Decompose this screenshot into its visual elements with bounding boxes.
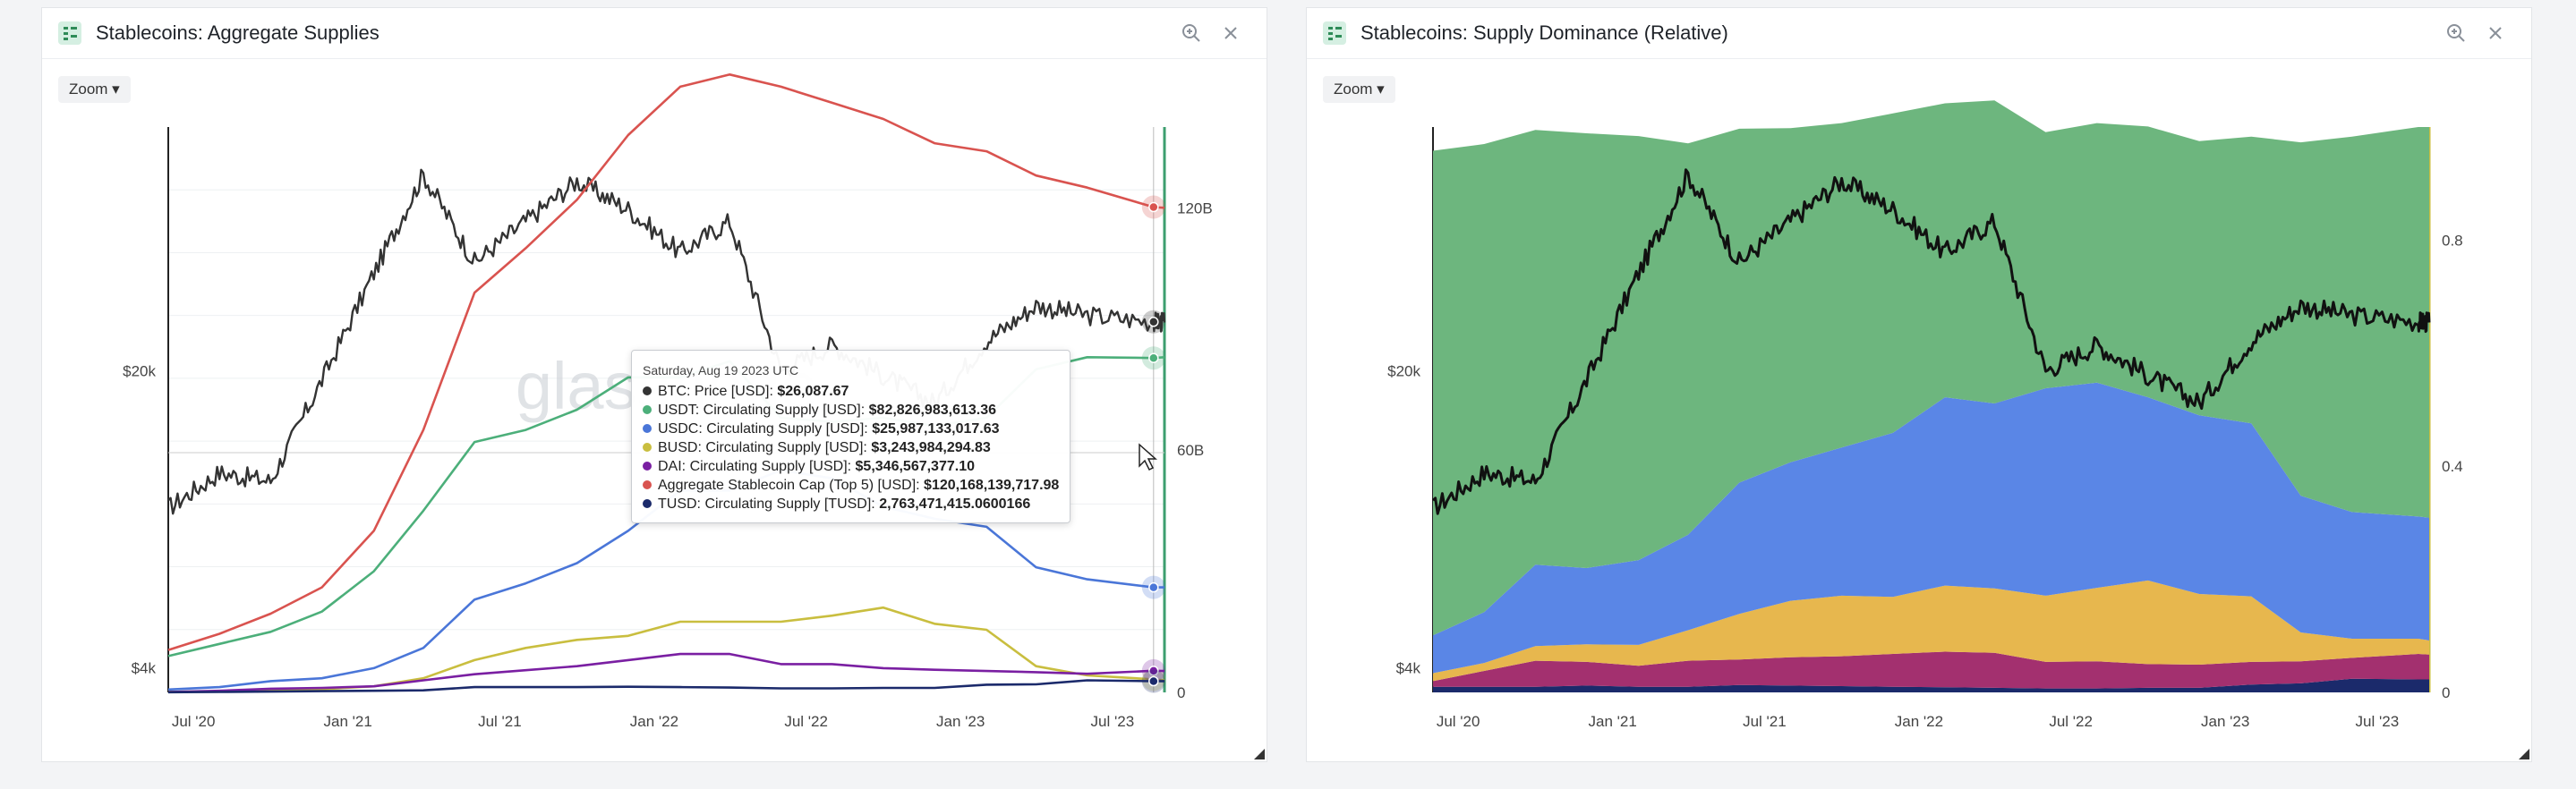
hover-marker [1148, 201, 1159, 213]
btc-price-line [1431, 168, 2431, 515]
left-tick-label: $4k [132, 659, 157, 676]
chart-panel-aggregate-supplies: Stablecoins: Aggregate Supplies Zoom ▾ g… [41, 7, 1267, 762]
left-tick-label: $4k [1396, 659, 1421, 676]
series-dot-icon [643, 405, 652, 414]
series-line [167, 73, 1165, 651]
area-series [1433, 382, 2429, 674]
hover-marker [1148, 352, 1159, 363]
right-tick-label: 0.8 [2442, 232, 2463, 249]
tooltip-label: USDC: Circulating Supply [USD]: [658, 421, 873, 437]
tooltip-value: $25,987,133,017.63 [872, 421, 1000, 437]
x-tick-label: Jul '21 [478, 713, 522, 730]
mouse-cursor-icon [1139, 443, 1157, 471]
x-tick-label: Jul '22 [784, 713, 828, 730]
close-icon[interactable] [2483, 21, 2508, 46]
hover-marker [1148, 675, 1159, 687]
chart-icon [58, 21, 81, 45]
panel-title: Stablecoins: Aggregate Supplies [96, 21, 380, 44]
zoom-in-icon[interactable] [2444, 21, 2469, 46]
tooltip-value: $26,087.67 [777, 384, 849, 399]
series-dot-icon [643, 499, 652, 508]
series-line [167, 679, 1165, 694]
resize-handle[interactable] [2519, 749, 2529, 759]
left-tick-label: $20k [123, 363, 156, 380]
tooltip-row: Aggregate Stablecoin Cap (Top 5) [USD]: … [643, 476, 1059, 495]
close-icon[interactable] [1218, 21, 1243, 46]
zoom-dropdown[interactable]: Zoom ▾ [1323, 76, 1395, 103]
x-tick-label: Jul '22 [2049, 713, 2093, 730]
x-tick-label: Jan '23 [2201, 713, 2249, 730]
chart-tooltip: Saturday, Aug 19 2023 UTC BTC: Price [US… [631, 350, 1071, 523]
tooltip-value: $120,168,139,717.98 [924, 478, 1060, 493]
tooltip-label: TUSD: Circulating Supply [TUSD]: [658, 496, 880, 512]
tooltip-label: Aggregate Stablecoin Cap (Top 5) [USD]: [658, 478, 925, 493]
x-tick-label: Jul '23 [1091, 713, 1135, 730]
x-tick-label: Jan '21 [324, 713, 372, 730]
right-tick-label: 0.4 [2442, 458, 2463, 475]
tooltip-date: Saturday, Aug 19 2023 UTC [643, 363, 799, 378]
x-tick-label: Jul '21 [1743, 713, 1787, 730]
tooltip-value: $3,243,984,294.83 [871, 440, 991, 455]
right-tick-label: 0 [2442, 684, 2450, 701]
tooltip-label: DAI: Circulating Supply [USD]: [658, 459, 856, 474]
series-dot-icon [643, 443, 652, 452]
x-tick-label: Jul '20 [1437, 713, 1480, 730]
tooltip-row: DAI: Circulating Supply [USD]: $5,346,56… [643, 457, 1059, 476]
chart-panel-supply-dominance: Stablecoins: Supply Dominance (Relative)… [1306, 7, 2532, 762]
panel-header: Stablecoins: Supply Dominance (Relative) [1307, 8, 2531, 59]
series-dot-icon [643, 424, 652, 433]
tooltip-row: TUSD: Circulating Supply [TUSD]: 2,763,4… [643, 495, 1059, 513]
x-tick-label: Jan '22 [1895, 713, 1943, 730]
left-tick-label: $20k [1387, 363, 1420, 380]
zoom-dropdown[interactable]: Zoom ▾ [58, 76, 131, 103]
zoom-in-icon[interactable] [1179, 21, 1204, 46]
resize-handle[interactable] [1254, 749, 1265, 759]
x-tick-label: Jan '21 [1589, 713, 1637, 730]
area-series [1433, 580, 2429, 682]
tooltip-row: USDT: Circulating Supply [USD]: $82,826,… [643, 401, 1059, 420]
tooltip-value: $5,346,567,377.10 [855, 459, 975, 474]
area-series [1433, 100, 2429, 636]
x-tick-label: Jul '20 [172, 713, 216, 730]
panel-header: Stablecoins: Aggregate Supplies [42, 8, 1267, 59]
tooltip-label: BUSD: Circulating Supply [USD]: [658, 440, 872, 455]
tooltip-row: USDC: Circulating Supply [USD]: $25,987,… [643, 420, 1059, 438]
series-dot-icon [643, 480, 652, 489]
x-tick-label: Jan '23 [936, 713, 985, 730]
right-tick-label: 120B [1177, 199, 1213, 216]
x-tick-label: Jul '23 [2356, 713, 2400, 730]
series-line [167, 652, 1165, 693]
tooltip-row: BUSD: Circulating Supply [USD]: $3,243,9… [643, 438, 1059, 457]
tooltip-value: $82,826,983,613.36 [868, 403, 996, 418]
tooltip-label: USDT: Circulating Supply [USD]: [658, 403, 869, 418]
series-dot-icon [643, 386, 652, 395]
hover-marker [1148, 317, 1159, 327]
hover-marker [1148, 666, 1159, 676]
tooltip-value: 2,763,471,415.0600166 [879, 496, 1031, 512]
series-dot-icon [643, 462, 652, 471]
hover-marker [1148, 581, 1159, 593]
x-tick-label: Jan '22 [630, 713, 678, 730]
area-series [1433, 678, 2429, 692]
right-tick-label: 0 [1177, 684, 1185, 701]
area-series [1433, 651, 2429, 689]
panel-title: Stablecoins: Supply Dominance (Relative) [1361, 21, 1728, 44]
series-line [167, 168, 1166, 515]
right-tick-label: 60B [1177, 442, 1204, 459]
tooltip-label: BTC: Price [USD]: [658, 384, 778, 399]
tooltip-row: BTC: Price [USD]: $26,087.67 [643, 382, 1059, 401]
chart-icon [1323, 21, 1346, 45]
